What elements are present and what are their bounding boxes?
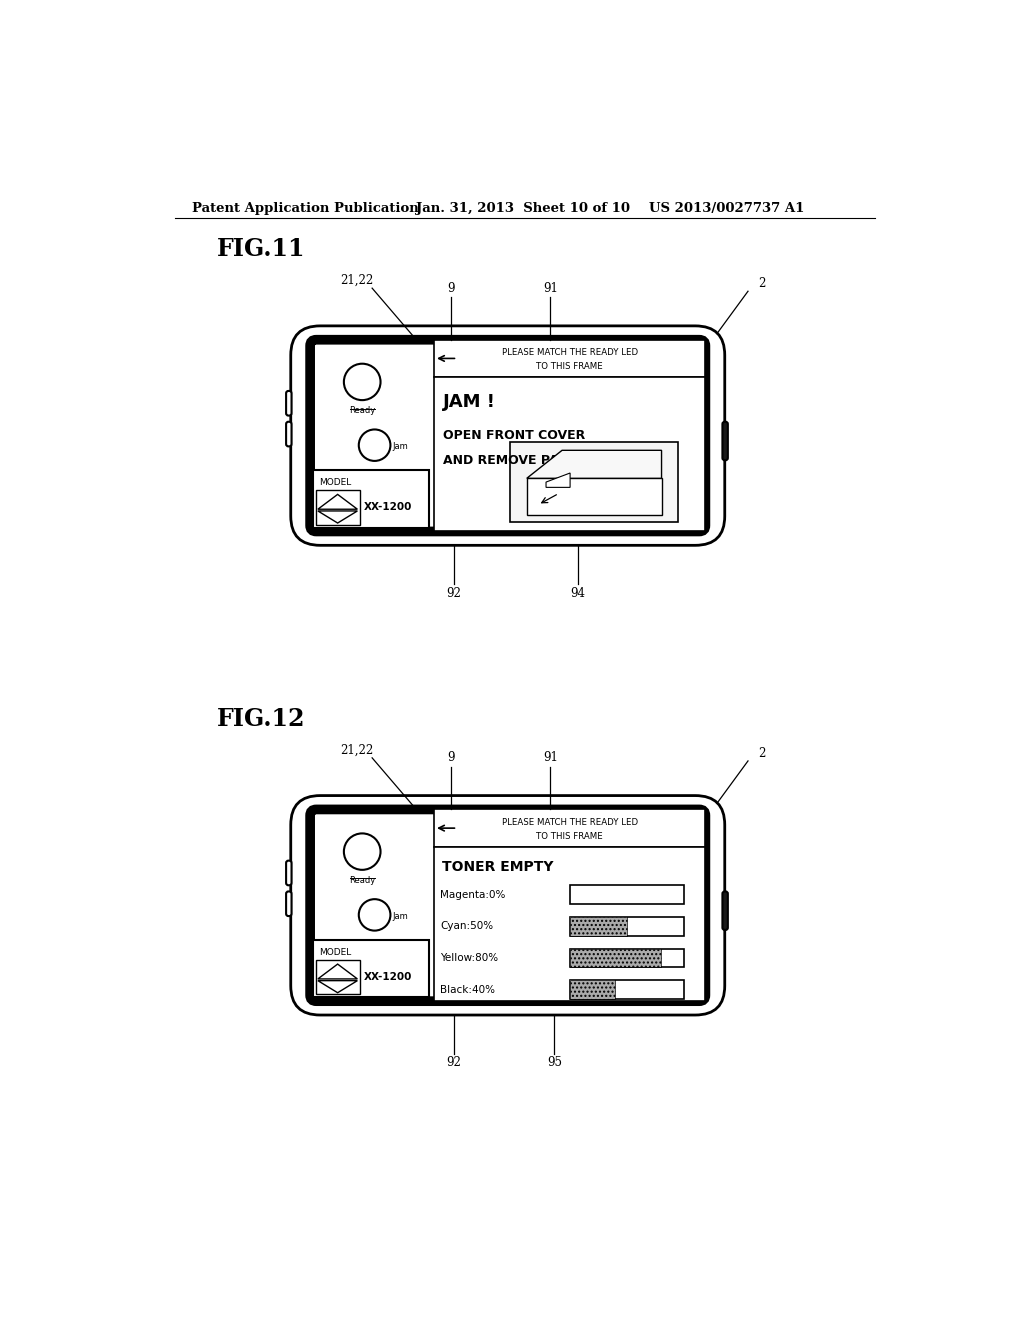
FancyBboxPatch shape xyxy=(286,422,292,446)
Text: Magenta:0%: Magenta:0% xyxy=(440,890,506,900)
Text: MODEL: MODEL xyxy=(319,948,351,957)
Bar xyxy=(526,478,662,515)
Text: Black:40%: Black:40% xyxy=(440,985,496,994)
Bar xyxy=(569,917,684,936)
Text: Ready: Ready xyxy=(349,876,376,884)
Text: Patent Application Publication: Patent Application Publication xyxy=(191,202,418,215)
Bar xyxy=(434,339,706,378)
Text: TONER EMPTY: TONER EMPTY xyxy=(442,859,553,874)
Text: 2: 2 xyxy=(758,277,766,290)
Bar xyxy=(569,949,660,968)
Polygon shape xyxy=(526,450,662,478)
Bar xyxy=(569,917,627,936)
Text: 21,22: 21,22 xyxy=(340,275,374,286)
Text: Ready: Ready xyxy=(349,407,376,416)
Text: 92: 92 xyxy=(446,1056,461,1069)
FancyBboxPatch shape xyxy=(310,339,706,532)
Bar xyxy=(434,809,706,847)
Text: 9: 9 xyxy=(447,751,455,764)
Bar xyxy=(434,847,706,1001)
Text: Jam: Jam xyxy=(393,912,409,921)
FancyBboxPatch shape xyxy=(286,391,292,416)
Text: XX-1200: XX-1200 xyxy=(364,503,412,512)
Text: 94: 94 xyxy=(570,586,585,599)
Bar xyxy=(569,981,615,999)
Text: 92: 92 xyxy=(446,586,461,599)
FancyBboxPatch shape xyxy=(291,326,725,545)
Bar xyxy=(313,940,429,998)
Circle shape xyxy=(344,364,381,400)
Bar xyxy=(434,378,706,532)
Bar xyxy=(315,490,359,525)
Text: US 2013/0027737 A1: US 2013/0027737 A1 xyxy=(649,202,804,215)
Text: AND REMOVE PAPER: AND REMOVE PAPER xyxy=(443,454,586,467)
Polygon shape xyxy=(546,473,570,487)
Text: PLEASE MATCH THE READY LED: PLEASE MATCH THE READY LED xyxy=(502,818,638,828)
Circle shape xyxy=(358,429,390,461)
Text: TO THIS FRAME: TO THIS FRAME xyxy=(537,832,603,841)
Text: 9: 9 xyxy=(447,281,455,294)
Text: 21,22: 21,22 xyxy=(340,743,374,756)
FancyBboxPatch shape xyxy=(286,861,292,886)
Text: 95: 95 xyxy=(547,1056,562,1069)
Bar xyxy=(510,442,678,523)
Bar xyxy=(315,960,359,994)
Text: FIG.12: FIG.12 xyxy=(217,708,305,731)
Text: FIG.11: FIG.11 xyxy=(217,238,305,261)
FancyBboxPatch shape xyxy=(291,796,725,1015)
Text: OPEN FRONT COVER: OPEN FRONT COVER xyxy=(443,429,586,442)
Text: Jam: Jam xyxy=(393,442,409,451)
Text: XX-1200: XX-1200 xyxy=(364,973,412,982)
FancyBboxPatch shape xyxy=(722,891,728,929)
FancyBboxPatch shape xyxy=(722,422,728,461)
Text: Jan. 31, 2013  Sheet 10 of 10: Jan. 31, 2013 Sheet 10 of 10 xyxy=(417,202,631,215)
Text: TO THIS FRAME: TO THIS FRAME xyxy=(537,362,603,371)
Text: MODEL: MODEL xyxy=(319,478,351,487)
Bar xyxy=(569,949,660,968)
Text: PLEASE MATCH THE READY LED: PLEASE MATCH THE READY LED xyxy=(502,348,638,358)
Circle shape xyxy=(358,899,390,931)
Bar xyxy=(313,470,429,528)
Text: 91: 91 xyxy=(543,281,558,294)
Text: 91: 91 xyxy=(543,751,558,764)
FancyBboxPatch shape xyxy=(286,891,292,916)
FancyBboxPatch shape xyxy=(310,809,706,1001)
Bar xyxy=(569,981,684,999)
Text: 2: 2 xyxy=(758,747,766,760)
Circle shape xyxy=(344,833,381,870)
Bar xyxy=(569,886,684,904)
Text: Yellow:80%: Yellow:80% xyxy=(440,953,499,964)
Bar xyxy=(569,981,615,999)
Bar xyxy=(569,917,627,936)
Text: Cyan:50%: Cyan:50% xyxy=(440,921,494,932)
Text: JAM !: JAM ! xyxy=(443,393,497,411)
Bar xyxy=(569,949,684,968)
